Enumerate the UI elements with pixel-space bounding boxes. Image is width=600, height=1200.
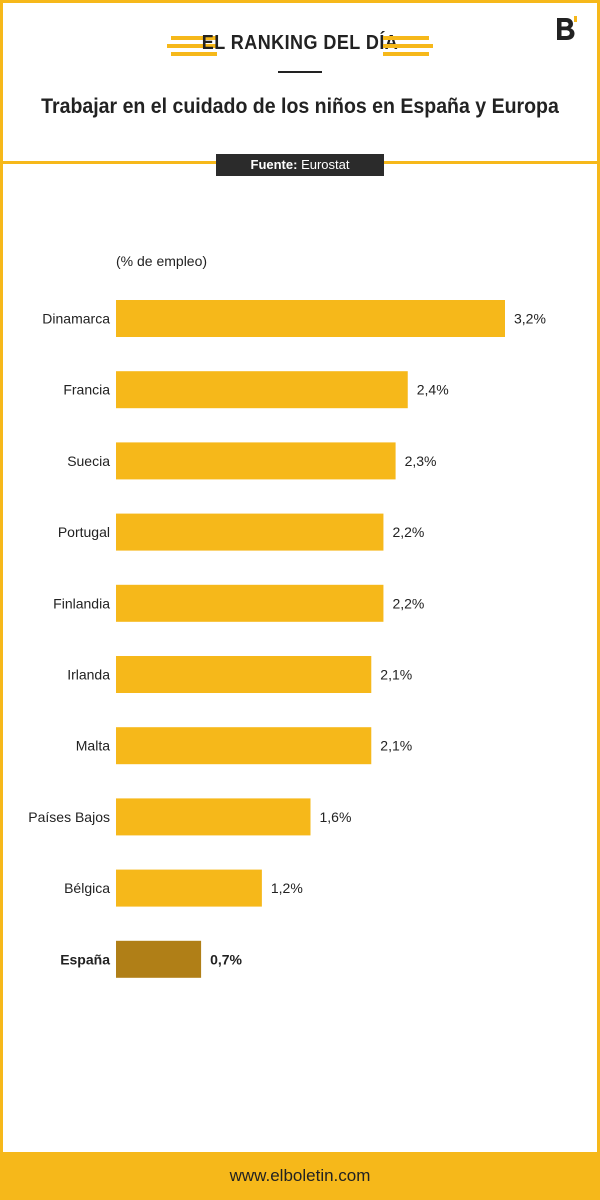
source-badge: Fuente: Eurostat [216,154,384,176]
value-label: 0,7% [210,951,242,967]
elboletin-b-logo-icon [555,14,579,42]
value-label: 2,1% [380,667,412,683]
value-label: 2,3% [405,453,437,469]
category-label: Suecia [67,453,110,469]
footer-bar: www.elboletin.com [0,1152,600,1200]
ranking-banner: EL RANKING DEL DÍA [0,30,600,62]
value-label: 1,2% [271,880,303,896]
category-label: Bélgica [64,880,110,896]
bar-españa [116,940,202,978]
title-divider [278,71,322,73]
bar-portugal [116,513,384,551]
left-stripes-decoration [167,36,217,56]
category-label: España [60,951,110,967]
value-label: 2,2% [392,524,424,540]
source-prefix: Fuente: [250,157,298,172]
right-stripes-decoration [383,36,433,56]
category-label: Malta [76,738,110,754]
category-label: Finlandia [53,595,110,611]
value-label: 3,2% [514,311,546,327]
ranking-label: EL RANKING DEL DÍA [201,32,399,54]
value-label: 2,2% [392,595,424,611]
value-label: 2,1% [380,738,412,754]
bar-dinamarca [116,300,505,337]
source-name: Eurostat [301,157,350,172]
category-label: Francia [63,382,110,398]
category-label: Países Bajos [28,809,110,825]
bar-bélgica [116,869,262,907]
bar-irlanda [116,656,372,693]
category-label: Portugal [58,524,110,540]
page-title: Trabajar en el cuidado de los niños en E… [41,95,559,118]
bar-finlandia [116,584,384,622]
category-label: Dinamarca [42,311,110,327]
bar-francia [116,371,408,409]
bar-países-bajos [116,798,311,836]
bar-malta [116,727,372,765]
footer-url: www.elboletin.com [229,1166,371,1185]
value-label: 2,4% [417,382,449,398]
unit-label: (% de empleo) [116,253,208,269]
category-label: Irlanda [67,667,110,683]
bar-suecia [116,442,396,480]
value-label: 1,6% [320,809,352,825]
